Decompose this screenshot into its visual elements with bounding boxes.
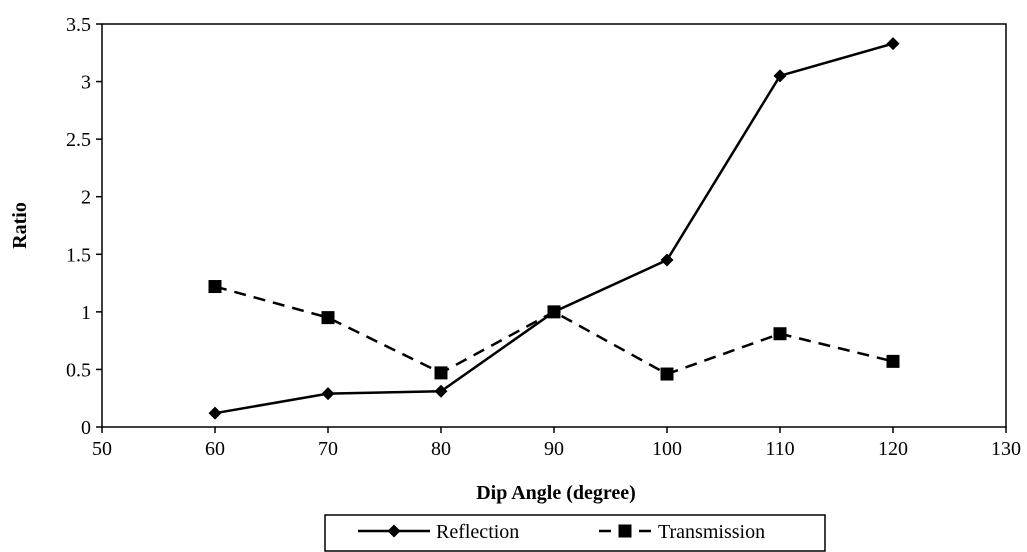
y-tick-label: 1.5 <box>66 244 91 266</box>
y-tick-label: 0.5 <box>66 359 91 381</box>
x-tick-label: 130 <box>991 438 1021 460</box>
data-point-transmission <box>773 327 787 341</box>
plot-area <box>208 37 900 420</box>
y-tick-label: 3 <box>81 72 91 94</box>
data-point-transmission <box>547 305 561 319</box>
x-tick-label: 80 <box>431 438 451 460</box>
data-point-transmission <box>660 367 674 381</box>
x-tick-label: 90 <box>544 438 564 460</box>
y-tick-label: 2 <box>81 187 91 209</box>
x-tick-label: 70 <box>318 438 338 460</box>
x-tick-label: 100 <box>652 438 682 460</box>
data-point-reflection <box>434 384 448 398</box>
x-tick-label: 60 <box>205 438 225 460</box>
x-tick-label: 110 <box>765 438 794 460</box>
y-axis-title: Ratio <box>9 202 31 249</box>
data-point-transmission <box>886 354 900 368</box>
y-tick-label: 2.5 <box>66 129 91 151</box>
x-tick-label: 120 <box>878 438 908 460</box>
legend-box <box>324 514 826 552</box>
legend-label-transmission: Transmission <box>658 521 765 543</box>
legend: Reflection Transmission <box>324 514 826 552</box>
legend-label-reflection: Reflection <box>436 521 519 543</box>
plot-frame <box>101 23 1007 428</box>
data-point-transmission <box>321 311 335 325</box>
data-point-reflection <box>321 387 335 401</box>
x-axis-title: Dip Angle (degree) <box>476 482 636 504</box>
y-tick-label: 0 <box>81 417 91 439</box>
data-point-reflection <box>886 37 900 51</box>
legend-marker-transmission <box>618 524 632 538</box>
y-tick-label: 3.5 <box>66 14 91 36</box>
legend-marker-reflection <box>387 524 401 538</box>
y-tick-label: 1 <box>81 302 91 324</box>
x-tick-label: 50 <box>92 438 112 460</box>
data-point-transmission <box>434 366 448 380</box>
data-point-transmission <box>208 280 222 294</box>
axes: 0 0.5 1 1.5 2 2.5 3 3.5 50 60 70 80 90 100 110 120 130 <box>66 14 1021 460</box>
data-point-reflection <box>208 406 222 420</box>
series-line-transmission <box>214 285 894 376</box>
series-line-reflection <box>214 42 894 415</box>
data-point-reflection <box>773 69 787 83</box>
data-point-reflection <box>660 253 674 267</box>
